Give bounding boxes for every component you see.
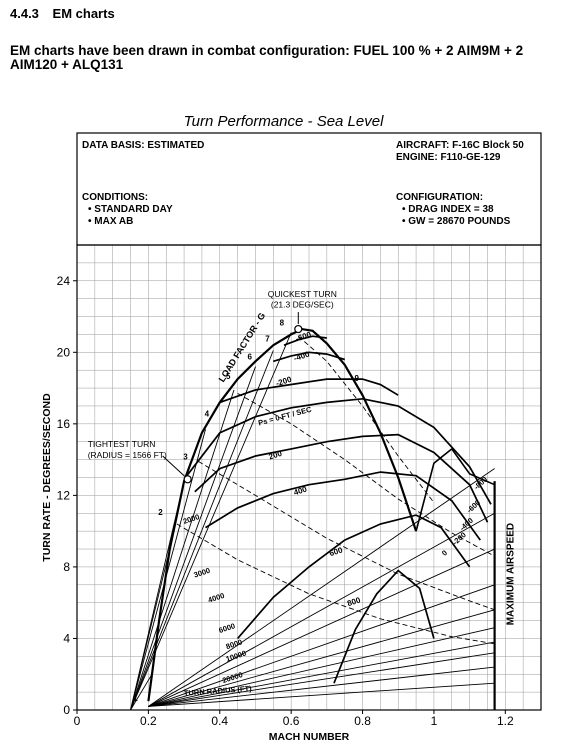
intro-paragraph: EM charts have been drawn in combat conf… bbox=[10, 43, 524, 72]
x-axis-label: MACH NUMBER bbox=[269, 731, 350, 743]
ps-zero-label: Ps = 0 FT / SEC bbox=[257, 405, 313, 428]
load-factor-label: 5 bbox=[226, 372, 231, 381]
radius-arc bbox=[237, 393, 495, 557]
ps-right-label: -600 bbox=[465, 498, 482, 515]
y-tick-label: 8 bbox=[63, 560, 70, 574]
load-factor-label: 2 bbox=[158, 508, 163, 517]
x-tick-label: 1 bbox=[431, 714, 438, 728]
turn-radius-line bbox=[148, 609, 495, 707]
ps-curve bbox=[273, 351, 345, 363]
radius-label: 2000 bbox=[182, 512, 201, 526]
load-factor-label: 8 bbox=[280, 318, 285, 327]
load-factor-line bbox=[130, 332, 292, 711]
chart-title: Turn Performance - Sea Level bbox=[183, 113, 384, 130]
load-factor-line bbox=[130, 389, 235, 711]
section-title: EM charts bbox=[52, 6, 115, 21]
ps-curve bbox=[194, 433, 489, 523]
load-factor-label: 7 bbox=[265, 335, 270, 344]
configuration-item: • DRAG INDEX = 38 bbox=[402, 204, 494, 215]
load-factor-title: LOAD FACTOR - G bbox=[217, 311, 268, 384]
data-basis: DATA BASIS: ESTIMATED bbox=[82, 140, 205, 151]
ps-right-label: -200 bbox=[451, 530, 468, 547]
tightest-turn-marker bbox=[183, 475, 192, 484]
turn-radius-line bbox=[148, 682, 495, 707]
load-factor-label: 1 bbox=[133, 694, 138, 703]
ps-label: -400 bbox=[293, 349, 312, 363]
ps-curve bbox=[333, 569, 435, 684]
turn-radius-line bbox=[148, 468, 495, 707]
tightest-turn-arrow bbox=[162, 455, 185, 477]
condition-item: • MAX AB bbox=[88, 216, 134, 227]
ps-right-label: 0 bbox=[440, 548, 449, 557]
turn-radius-line bbox=[148, 666, 495, 707]
x-tick-label: 0.6 bbox=[283, 714, 300, 728]
radius-label: 6000 bbox=[218, 621, 237, 635]
load-factor-line bbox=[130, 673, 153, 711]
conditions-title: CONDITIONS: bbox=[82, 192, 149, 203]
y-tick-label: 0 bbox=[63, 703, 70, 717]
aircraft-label: AIRCRAFT: F-16C Block 50 bbox=[396, 140, 524, 151]
load-factor-label: 4 bbox=[205, 410, 210, 419]
ps-label: 600 bbox=[328, 545, 344, 558]
engine-label: ENGINE: F110-GE-129 bbox=[396, 152, 501, 163]
turn-radius-line bbox=[148, 512, 495, 707]
load-factor-line bbox=[130, 429, 206, 711]
quickest-turn-marker bbox=[294, 324, 303, 334]
section-heading: 4.4.3 EM charts bbox=[10, 6, 115, 21]
turn-radius-line bbox=[148, 641, 495, 707]
tightest-turn-label: TIGHTEST TURN bbox=[88, 439, 156, 449]
plot-frame bbox=[76, 244, 542, 711]
turn-radius-line bbox=[148, 652, 495, 707]
y-tick-label: 20 bbox=[57, 345, 71, 359]
turn-radius-line bbox=[148, 548, 495, 707]
x-tick-label: 0.4 bbox=[211, 714, 228, 728]
radius-arc bbox=[176, 523, 495, 645]
ps-curve bbox=[183, 397, 492, 505]
max-airspeed-label: MAXIMUM AIRSPEED bbox=[506, 523, 517, 625]
load-factor-line bbox=[130, 548, 171, 711]
quickest-turn-value: (21.3 DEG/SEC) bbox=[271, 300, 334, 310]
load-factor-label: 6 bbox=[247, 352, 252, 361]
y-axis-label: TURN RATE - DEGREES/SECOND bbox=[41, 393, 53, 562]
radius-arc bbox=[198, 461, 495, 611]
ps-label: 200 bbox=[268, 449, 284, 462]
y-tick-label: 12 bbox=[57, 488, 71, 502]
y-tick-label: 24 bbox=[57, 274, 71, 288]
x-tick-label: 0.2 bbox=[140, 714, 157, 728]
configuration-title: CONFIGURATION: bbox=[396, 192, 484, 203]
load-factor-line bbox=[130, 366, 256, 711]
y-tick-label: 16 bbox=[57, 417, 71, 431]
envelope-upper-right bbox=[415, 447, 495, 532]
load-factor-label: 3 bbox=[183, 453, 188, 462]
envelope-boundary bbox=[147, 327, 418, 702]
configuration-item: • GW = 28670 POUNDS bbox=[402, 216, 511, 227]
x-tick-label: 0.8 bbox=[354, 714, 371, 728]
turn-radius-line bbox=[148, 584, 495, 707]
ps-label: 400 bbox=[293, 484, 309, 497]
ps-label: 800 bbox=[346, 595, 362, 608]
tightest-turn-value: (RADIUS = 1566 FT) bbox=[88, 450, 167, 460]
x-tick-label: 0 bbox=[74, 714, 81, 728]
condition-item: • STANDARD DAY bbox=[88, 204, 173, 215]
ps-curve bbox=[236, 514, 471, 640]
x-tick-label: 1.2 bbox=[497, 714, 514, 728]
quickest-turn-label: QUICKEST TURN bbox=[268, 289, 337, 299]
header-box bbox=[76, 132, 542, 246]
ps-curve bbox=[205, 471, 481, 541]
section-number: 4.4.3 bbox=[10, 6, 39, 21]
turn-radius-line bbox=[148, 627, 495, 707]
y-tick-label: 4 bbox=[63, 631, 70, 645]
ps-curve bbox=[219, 378, 399, 404]
